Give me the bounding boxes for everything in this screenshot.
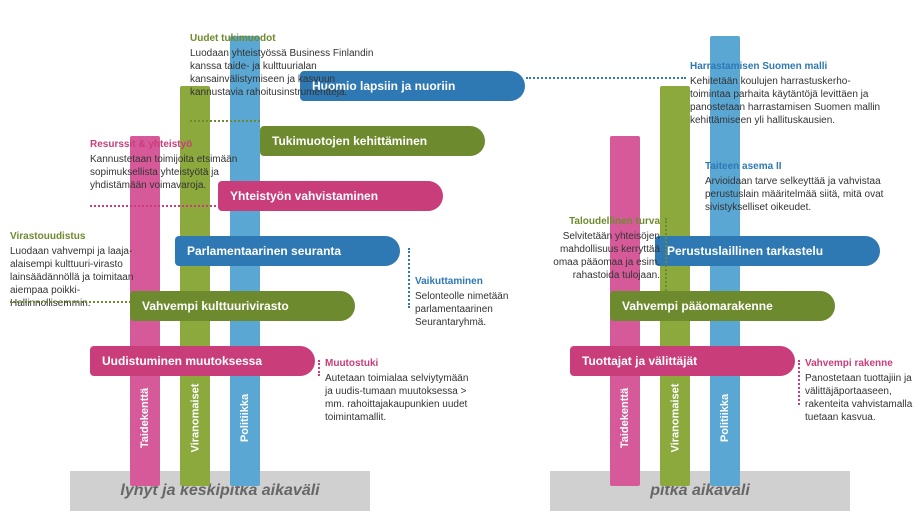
annotation-title: Virastouudistus: [10, 230, 140, 243]
annotation-body: Arvioidaan tarve selkeyttää ja vahvistaa…: [705, 175, 900, 214]
annotation-body: Selvitetään yhteisöjen mahdollisuus kerr…: [540, 230, 660, 282]
pillar-label: Politiikka: [230, 368, 260, 468]
rung-6: Tuottajat ja välittäjät: [570, 346, 795, 376]
rung-7: Vahvempi pääomarakenne: [610, 291, 835, 321]
rung-4: Tukimuotojen kehittäminen: [260, 126, 485, 156]
annotation-title: Resurssit & yhteistyö: [90, 138, 250, 151]
pillar-label: Taidekenttä: [610, 368, 640, 468]
pillar-label: Viranomaiset: [180, 368, 210, 468]
connector-1: [90, 205, 220, 207]
pillar-label: Viranomaiset: [660, 368, 690, 468]
annotation-4: Vaikuttaminen Selonteolle nimetään parlam…: [415, 275, 550, 329]
annotation-7: Taloudellinen turva Selvitetään yhteisöje…: [540, 215, 660, 282]
annotation-0: Uudet tukimuodot Luodaan yhteistyössä Bus…: [190, 32, 385, 99]
annotation-3: Muutostuki Autetaan toimialaa selviytymää…: [325, 357, 470, 424]
annotation-body: Autetaan toimialaa selviytymään ja uudis…: [325, 372, 470, 424]
annotation-1: Resurssit & yhteistyö Kannustetaan toimij…: [90, 138, 250, 192]
annotation-body: Kehitetään koulujen harrastuskerho-toimi…: [690, 75, 890, 127]
connector-7: [798, 360, 800, 405]
annotation-body: Luodaan yhteistyössä Business Finlandin …: [190, 47, 385, 99]
rung-3: Yhteistyön vahvistaminen: [218, 181, 443, 211]
annotation-title: Taloudellinen turva: [540, 215, 660, 228]
pillar-label: Taidekenttä: [130, 368, 160, 468]
base-1: pitkä aikaväli: [550, 471, 850, 511]
connector-2: [10, 301, 135, 303]
connector-0: [190, 120, 260, 122]
rung-1: Vahvempi kulttuurivirasto: [130, 291, 355, 321]
annotation-6: Taiteen asema II Arvioidaan tarve selkeyt…: [705, 160, 900, 214]
rung-8: Perustuslaillinen tarkastelu: [655, 236, 880, 266]
connector-4: [408, 248, 410, 308]
annotation-8: Vahvempi rakenne Panostetaan tuottajiin j…: [805, 357, 915, 424]
annotation-title: Vahvempi rakenne: [805, 357, 915, 370]
pillar-label: Politiikka: [710, 368, 740, 468]
connector-6: [665, 218, 667, 291]
connector-3: [318, 360, 320, 376]
annotation-2: VirastouudistusLuodaan vahvempi ja laaja…: [10, 230, 140, 310]
rung-0: Uudistuminen muutoksessa: [90, 346, 315, 376]
annotation-title: Harrastamisen Suomen malli: [690, 60, 890, 73]
annotation-title: Uudet tukimuodot: [190, 32, 385, 45]
annotation-5: Harrastamisen Suomen malli Kehitetään kou…: [690, 60, 890, 127]
annotation-title: Vaikuttaminen: [415, 275, 550, 288]
rung-2: Parlamentaarinen seuranta: [175, 236, 400, 266]
annotation-body: Kannustetaan toimijoita etsimään sopimuk…: [90, 153, 250, 192]
base-0: lyhyt ja keskipitkä aikaväli: [70, 471, 370, 511]
connector-5: [526, 77, 686, 79]
annotation-body: Selonteolle nimetään parlamentaarinen Se…: [415, 290, 550, 329]
annotation-title: Muutostuki: [325, 357, 470, 370]
annotation-body: Panostetaan tuottajiin ja välittäjäporta…: [805, 372, 915, 424]
annotation-title: Taiteen asema II: [705, 160, 900, 173]
